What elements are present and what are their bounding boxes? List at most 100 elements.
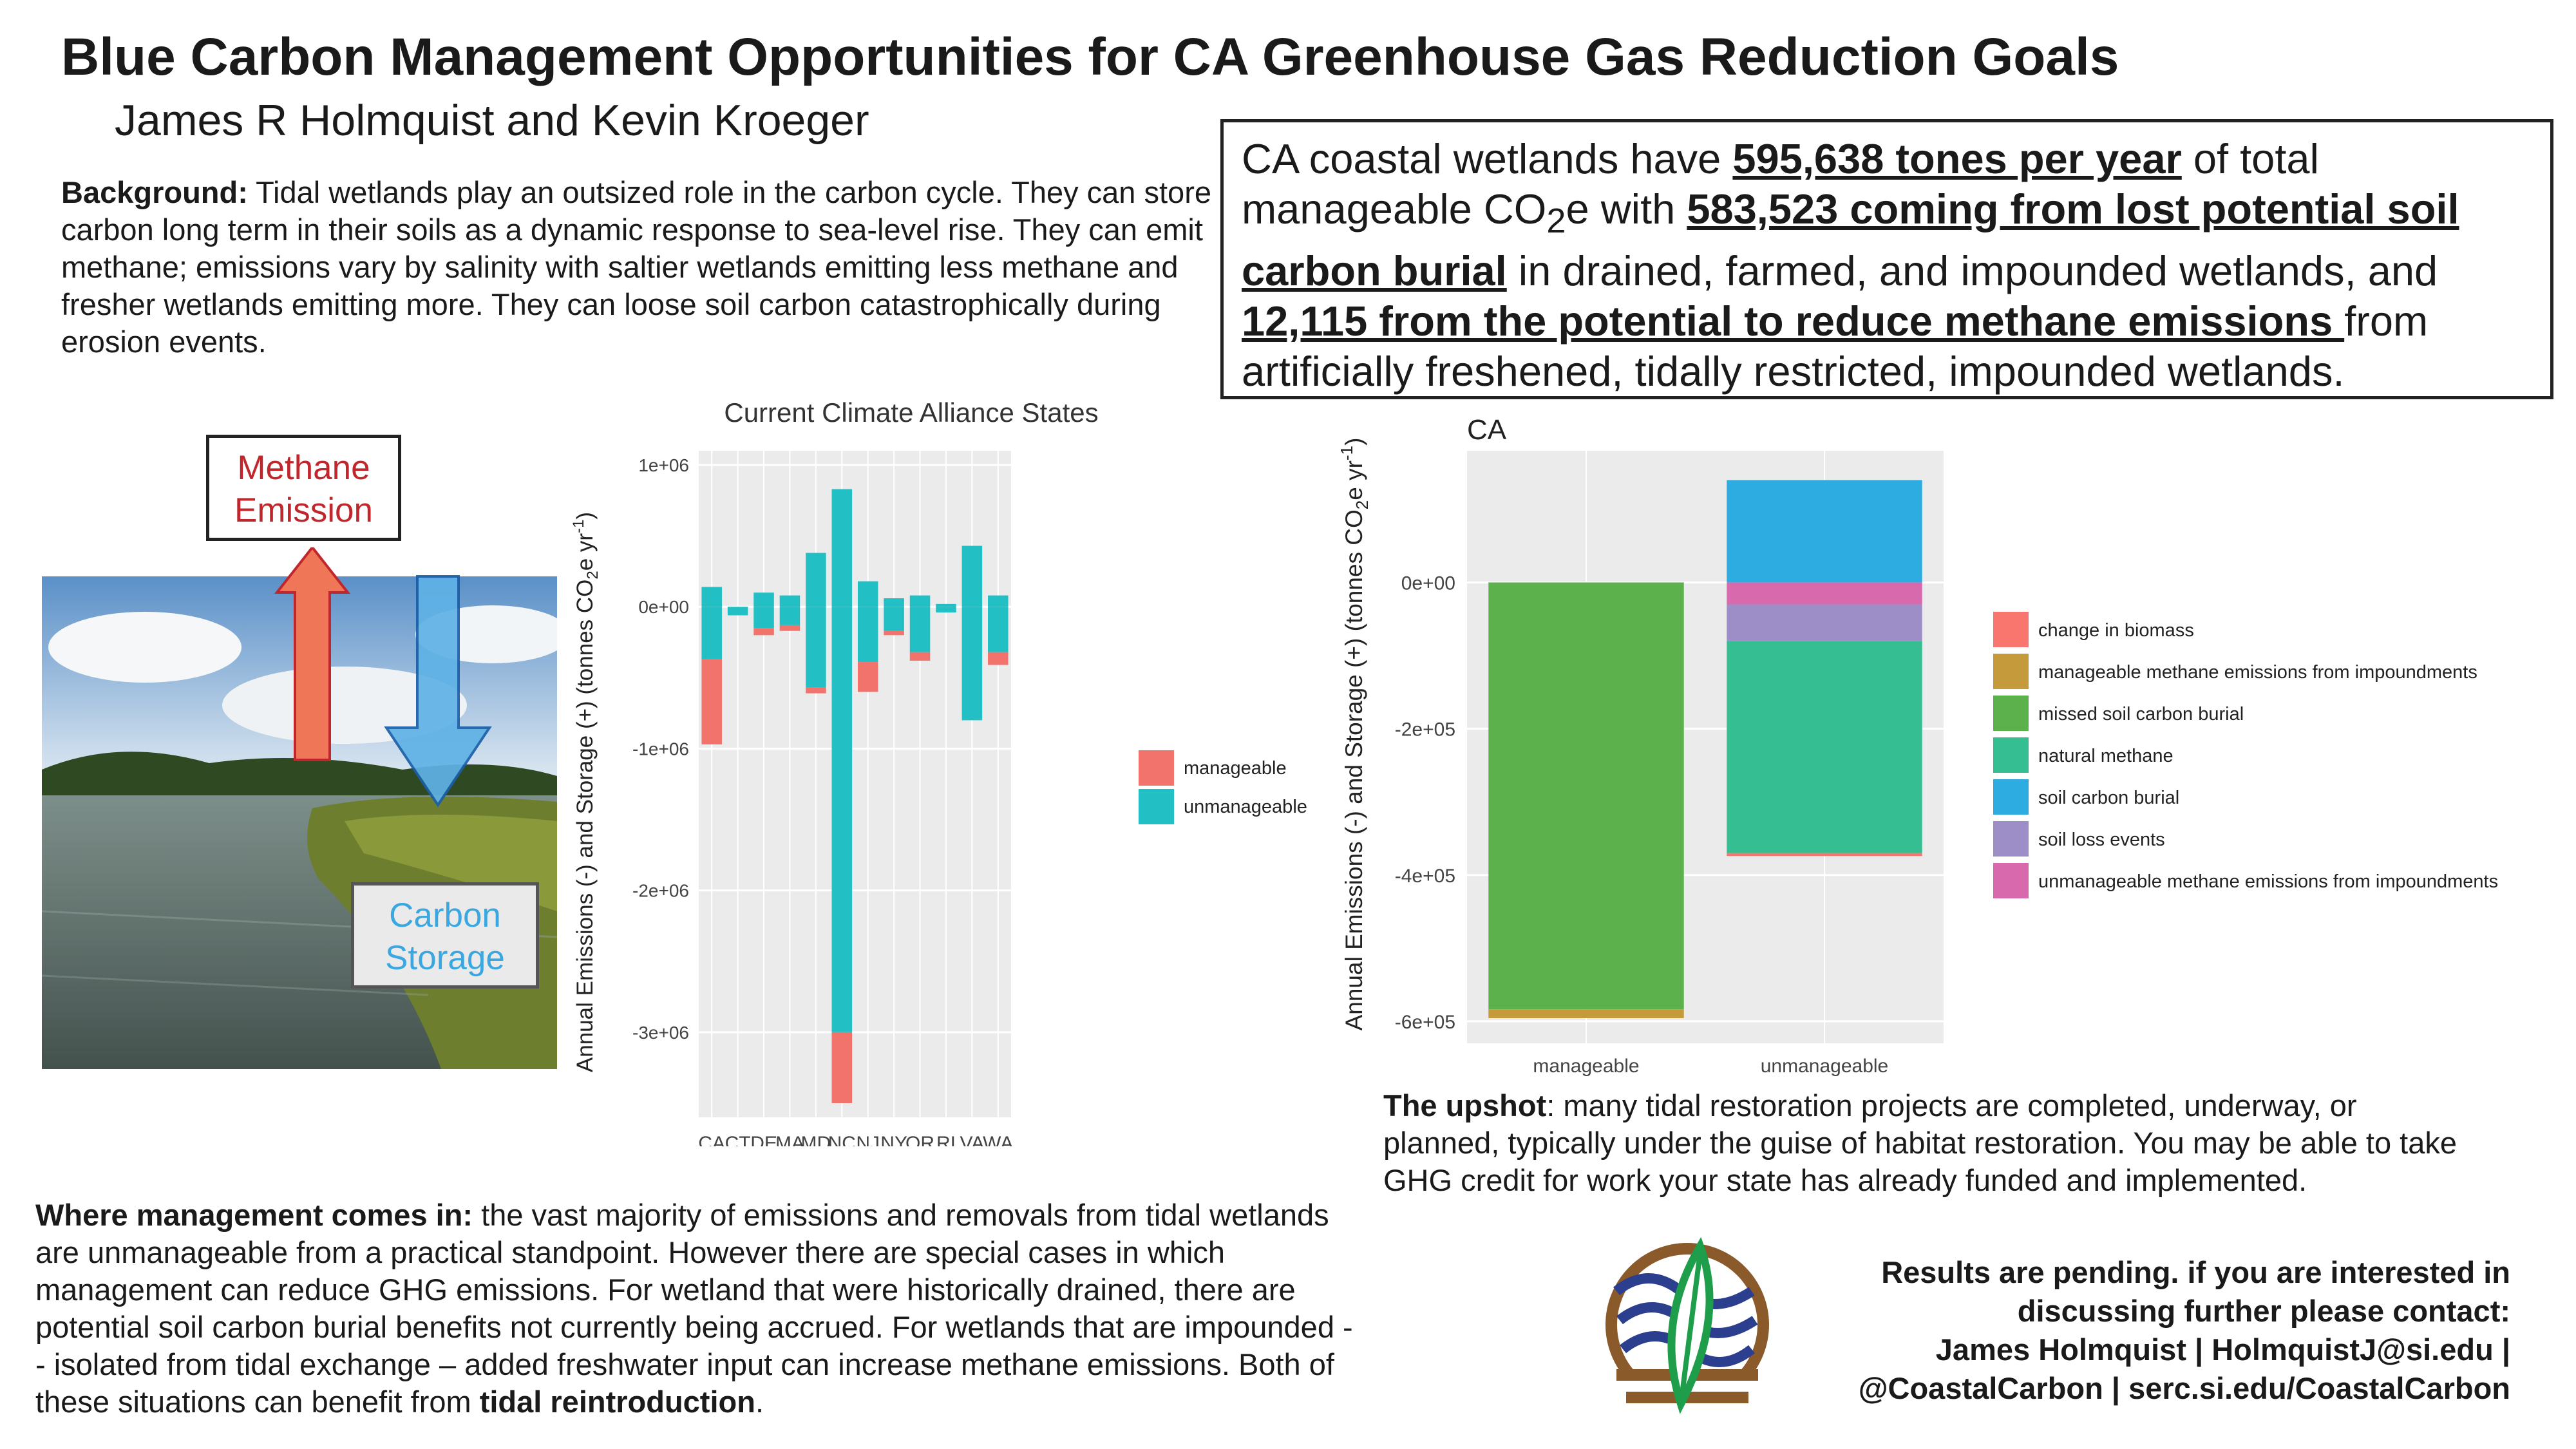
svg-text:Annual Emissions (-) and Stora: Annual Emissions (-) and Storage (+) (to…: [570, 512, 601, 1072]
x-tick-label: NC: [828, 1133, 856, 1146]
y-tick-label: -6e+05: [1395, 1012, 1455, 1033]
bar-segment-unmanageable: [1727, 604, 1922, 641]
flux-arrows: [274, 547, 492, 808]
contact-line-2: discussing further please contact:: [2017, 1294, 2510, 1328]
bar-unmanageable-CT: [727, 607, 748, 616]
contact-line-4[interactable]: @CoastalCarbon | serc.si.edu/CoastalCarb…: [1858, 1371, 2510, 1405]
bar-manageable-OR: [909, 652, 931, 661]
bar-unmanageable-OR: [909, 595, 931, 607]
summary-subscript: 2: [1546, 202, 1566, 240]
states-chart: Current Climate Alliance States Annual E…: [570, 397, 1307, 1146]
x-tick-label: DE: [750, 1133, 777, 1146]
x-tick-label: RI: [936, 1133, 956, 1146]
bar-segment-unmanageable: [1727, 853, 1922, 857]
storage-down-arrow-icon: [384, 575, 492, 808]
summary-text-5: from artificially freshened, tidally res…: [1242, 298, 2429, 395]
bar-unmanageable-NJ: [857, 607, 878, 663]
authors: James R Holmquist and Kevin Kroeger: [115, 96, 869, 145]
bar-segment-manageable: [1488, 582, 1684, 1010]
bar-unmanageable-NC: [831, 489, 853, 607]
legend-swatch-manageable: [1139, 750, 1174, 786]
summary-total-tons: 595,638 tones per year: [1732, 135, 2182, 182]
bar-unmanageable-WA: [988, 595, 1009, 607]
legend-swatch: [1993, 654, 2029, 689]
legend-swatch-unmanageable: [1139, 789, 1174, 824]
states-chart-title: Current Climate Alliance States: [724, 397, 1098, 428]
summary-methane: 12,115 from the potential to reduce meth…: [1242, 298, 2345, 345]
summary-text-2: of total manageable CO: [1242, 135, 2319, 232]
bar-manageable-DE: [753, 628, 774, 636]
x-tick-label: MD: [801, 1133, 831, 1146]
bar-unmanageable-MA: [779, 595, 800, 607]
bar-manageable-CA: [701, 659, 722, 744]
methane-label-line2: Emission: [234, 491, 373, 529]
legend-label: missed soil carbon burial: [2038, 704, 2244, 724]
bar-unmanageable-NY: [884, 607, 904, 631]
carbon-storage-callout: Carbon Storage: [351, 882, 539, 989]
legend-label-unmanageable: unmanageable: [1184, 797, 1307, 817]
summary-box: CA coastal wetlands have 595,638 tones p…: [1220, 119, 2553, 399]
poster-title: Blue Carbon Management Opportunities for…: [61, 28, 2119, 86]
y-tick-label: -2e+05: [1395, 719, 1455, 741]
ca-chart-ylabel: Annual Emissions (-) and Storage (+) (to…: [1337, 438, 1372, 1031]
y-tick-label: -4e+05: [1395, 866, 1455, 887]
background-label: Background:: [61, 175, 248, 209]
y-tick-label: -2e+06: [632, 881, 689, 901]
bar-unmanageable-RI: [936, 607, 956, 613]
management-end: .: [755, 1385, 764, 1419]
bar-unmanageable-DE: [753, 592, 774, 607]
management-bold-end: tidal reintroduction: [479, 1385, 755, 1419]
ca-chart-legend: change in biomass manageable methane emis…: [1993, 612, 2498, 898]
summary-text-1: CA coastal wetlands have: [1242, 135, 1733, 182]
management-paragraph: Where management comes in: the vast majo…: [35, 1197, 1356, 1421]
coastal-carbon-logo: [1605, 1236, 1769, 1414]
x-tick-label: CT: [725, 1133, 751, 1146]
management-label: Where management comes in:: [35, 1198, 473, 1232]
legend-label: manageable methane emissions from impoun…: [2038, 662, 2477, 683]
methane-up-arrow-icon: [274, 547, 351, 761]
summary-text-4: in drained, farmed, and impounded wetlan…: [1506, 247, 2438, 294]
bar-segment-unmanageable: [1727, 480, 1922, 583]
legend-label: soil loss events: [2038, 829, 2165, 850]
bar-unmanageable-VA: [961, 545, 983, 607]
upshot-text: : many tidal restoration projects are co…: [1383, 1088, 2458, 1197]
bar-unmanageable-CA: [701, 607, 722, 659]
contact-line-3[interactable]: James Holmquist | HolmquistJ@si.edu |: [1935, 1332, 2510, 1367]
bar-manageable-NY: [884, 630, 904, 636]
bar-unmanageable-DE: [753, 607, 774, 629]
bar-unmanageable-MD: [806, 553, 826, 607]
bar-manageable-NC: [831, 1032, 853, 1103]
bar-unmanageable-NJ: [857, 581, 878, 607]
bar-unmanageable-OR: [909, 607, 931, 652]
contact-block: Results are pending. if you are interest…: [1752, 1253, 2510, 1408]
y-tick-label: -3e+06: [632, 1023, 689, 1043]
legend-swatch: [1993, 863, 2029, 898]
summary-text-3: e with: [1566, 185, 1687, 232]
bar-unmanageable-NY: [884, 598, 904, 607]
states-chart-legend: manageable unmanageable: [1139, 750, 1307, 824]
bar-unmanageable-MA: [779, 607, 800, 625]
x-tick-label: MA: [775, 1133, 804, 1146]
bar-unmanageable-NC: [831, 607, 853, 1032]
x-tick-label: VA: [960, 1133, 984, 1146]
bar-segment-unmanageable: [1727, 641, 1922, 853]
bar-manageable-WA: [988, 652, 1009, 665]
background-text: Tidal wetlands play an outsized role in …: [61, 175, 1211, 359]
bar-manageable-MD: [806, 687, 826, 694]
methane-label-line1: Methane: [237, 449, 370, 487]
legend-swatch: [1993, 696, 2029, 731]
background-paragraph: Background: Tidal wetlands play an outsi…: [61, 174, 1220, 361]
y-tick-label: 0e+00: [1401, 573, 1455, 594]
storage-label-line1: Carbon: [389, 896, 501, 934]
summary-soil-burial: 583,523 coming from lost potential soil …: [1242, 185, 2459, 294]
contact-line-1: Results are pending. if you are interest…: [1881, 1255, 2510, 1289]
y-tick-label: -1e+06: [632, 739, 689, 759]
x-tick-label: NY: [880, 1133, 907, 1146]
legend-swatch: [1993, 737, 2029, 773]
bar-segment-unmanageable: [1727, 582, 1922, 605]
x-tick-label: unmanageable: [1761, 1056, 1889, 1077]
ca-chart: CA Annual Emissions (-) and Storage (+) …: [1337, 414, 2498, 1077]
ca-chart-title: CA: [1467, 414, 1507, 446]
management-text: the vast majority of emissions and remov…: [35, 1198, 1353, 1419]
methane-emission-callout: Methane Emission: [206, 435, 401, 541]
